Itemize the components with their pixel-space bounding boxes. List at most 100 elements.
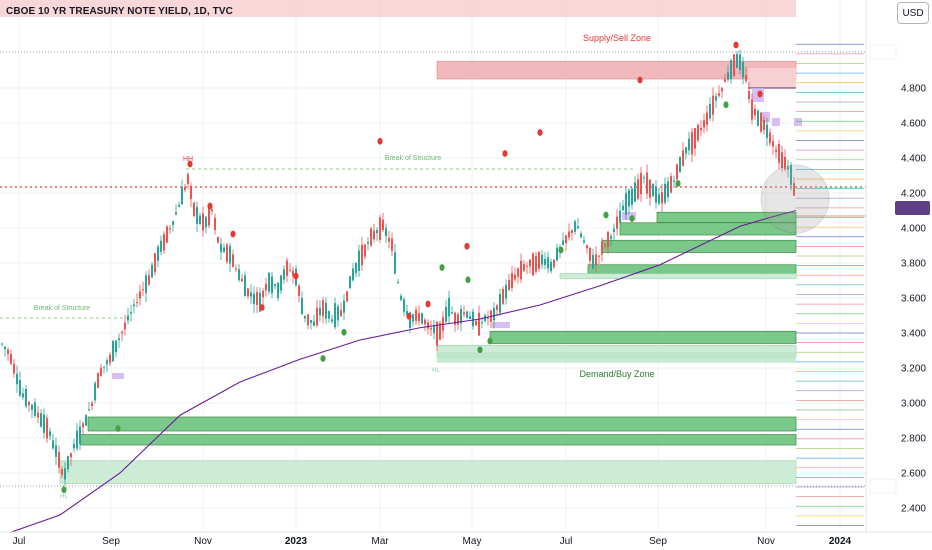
candle-body <box>427 322 429 329</box>
candle-body <box>148 275 150 285</box>
candle-body <box>193 202 195 216</box>
candle-body <box>529 259 531 267</box>
candle-body <box>676 164 678 180</box>
candle-body <box>625 193 627 215</box>
candle-body <box>613 228 615 232</box>
candle-body <box>34 402 36 416</box>
bos-label-1: Break of Structure <box>385 155 442 162</box>
candle-body <box>19 379 21 396</box>
candle-body <box>238 269 240 281</box>
candle-body <box>511 273 513 288</box>
sell-marker <box>406 312 412 320</box>
buy-marker <box>629 215 635 222</box>
candle-body <box>508 280 510 290</box>
buy-marker <box>61 486 67 494</box>
current-price-box <box>895 201 930 215</box>
candle-body <box>616 216 618 229</box>
candle-body <box>112 340 114 362</box>
candle-body <box>253 293 255 305</box>
candle-body <box>502 288 504 304</box>
sell-marker <box>230 230 236 238</box>
candle-body <box>454 312 456 325</box>
candle-body <box>166 226 168 243</box>
candle-body <box>175 212 177 215</box>
candle-body <box>109 354 111 363</box>
candle-body <box>100 367 102 376</box>
demand-zone-box <box>619 222 797 236</box>
candle-body <box>658 194 660 204</box>
candle-body <box>619 211 621 223</box>
candle-body <box>142 289 144 291</box>
x-tick-label: Jul <box>13 536 26 547</box>
candle-body <box>577 226 579 229</box>
y-tick-label: 2.800 <box>901 434 926 445</box>
y-tick-label: 2.600 <box>901 469 926 480</box>
x-tick-label: Nov <box>757 536 775 547</box>
candle-body <box>382 219 384 231</box>
candle-body <box>631 188 633 205</box>
y-tick-label: 3.800 <box>901 259 926 270</box>
candle-body <box>457 314 459 325</box>
candle-body <box>775 149 777 152</box>
candle-body <box>367 242 369 244</box>
imbalance-box <box>772 118 780 126</box>
candle-body <box>667 181 669 197</box>
candle-body <box>706 112 708 125</box>
candle-body <box>70 453 72 458</box>
candle-body <box>1 343 3 345</box>
candle-body <box>49 431 51 437</box>
candle-body <box>115 340 117 353</box>
candle-body <box>406 311 408 316</box>
candle-body <box>649 179 651 198</box>
candle-body <box>103 366 105 368</box>
candle-body <box>475 320 477 325</box>
candle-body <box>256 292 258 305</box>
candle-body <box>379 217 381 240</box>
y-tick-label: 3.200 <box>901 364 926 375</box>
candle-body <box>523 263 525 271</box>
candle-body <box>688 138 690 151</box>
candle-body <box>757 110 759 126</box>
candle-body <box>58 452 60 468</box>
candle-body <box>481 322 483 324</box>
x-tick-label: May <box>463 536 482 547</box>
sell-marker <box>733 41 739 49</box>
candle-body <box>73 443 75 449</box>
candle-body <box>565 235 567 244</box>
currency-button[interactable]: USD <box>897 2 929 24</box>
candle-body <box>463 312 465 315</box>
candle-body <box>769 132 771 144</box>
candle-body <box>292 270 294 276</box>
candle-body <box>595 254 597 265</box>
candle-body <box>214 218 216 231</box>
candle-body <box>220 244 222 253</box>
candle-body <box>718 93 720 96</box>
sell-marker <box>187 160 193 168</box>
candle-body <box>439 322 441 340</box>
candle-body <box>499 294 501 313</box>
candle-body <box>82 423 84 428</box>
candle-body <box>412 314 414 322</box>
candle-body <box>202 213 204 231</box>
imbalance-box <box>112 373 124 379</box>
demand-zone-box <box>559 273 797 280</box>
demand-zone-box <box>79 434 797 446</box>
candle-body <box>556 247 558 261</box>
candle-body <box>682 150 684 166</box>
candle-body <box>286 260 288 276</box>
candle-body <box>736 53 738 68</box>
hl-label-1: HL <box>60 494 68 500</box>
candle-body <box>160 240 162 252</box>
hl-label-2: HL <box>432 368 440 374</box>
candle-body <box>628 190 630 207</box>
candle-body <box>130 311 132 314</box>
imbalance-box <box>622 212 636 220</box>
candle-body <box>541 254 543 265</box>
candle-body <box>10 354 12 364</box>
candle-body <box>139 291 141 299</box>
demand-zone-box <box>587 264 797 274</box>
candle-body <box>376 230 378 233</box>
highlight-circle <box>760 164 830 234</box>
candle-body <box>310 320 312 323</box>
moving-average-layer <box>9 209 797 534</box>
